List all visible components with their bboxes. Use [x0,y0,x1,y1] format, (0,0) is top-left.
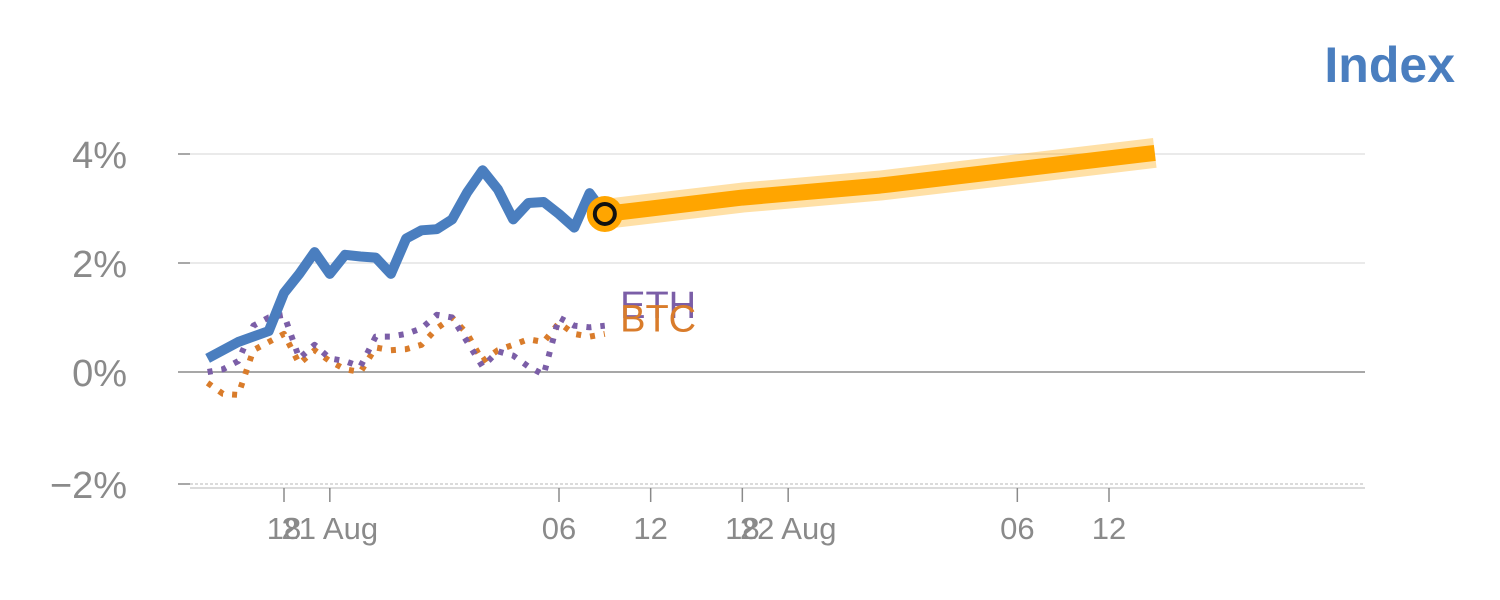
series-label-btc: BTC [620,299,696,341]
x-tick-label: 12 [1092,511,1126,546]
series-label-eth: ETH [620,285,696,327]
y-tick-label: 2% [72,244,127,286]
series-line-index [205,165,609,363]
x-tick-label: 06 [1000,511,1034,546]
series-line-btc [205,314,606,398]
y-tick-label: 4% [72,135,127,177]
current-value-marker [592,201,617,226]
x-tick-label: 18 [725,511,759,546]
y-tick-label: 0% [72,353,127,395]
x-tick-label: 18 [267,511,301,546]
series-line-eth [207,311,606,378]
series-layer [205,138,1157,398]
x-tick-label: 12 [633,511,667,546]
chart-title: Index [1324,37,1455,93]
x-tick-label: 21 Aug [282,511,379,546]
x-tick-label: 06 [542,511,576,546]
x-tick-label: 22 Aug [740,511,837,546]
forecast-line [603,144,1156,222]
y-tick-label: −2% [50,465,127,507]
